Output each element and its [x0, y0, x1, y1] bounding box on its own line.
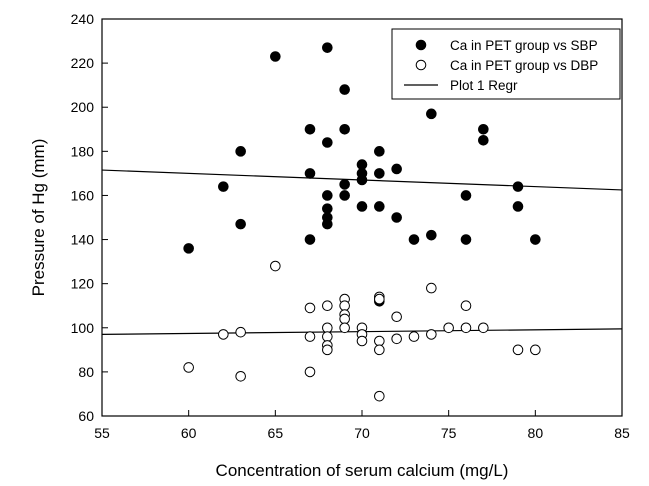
x-axis-title: Concentration of serum calcium (mg/L): [216, 461, 509, 480]
dbp-point: [460, 300, 472, 312]
dbp-point: [478, 322, 489, 334]
y-tick-label: 140: [71, 232, 95, 248]
sbp-point: [304, 168, 316, 179]
dbp-point: [322, 300, 333, 312]
dbp-point: [304, 302, 316, 314]
sbp-point: [339, 123, 350, 135]
x-tick-label: 55: [94, 425, 110, 441]
dbp-point: [391, 311, 402, 323]
dbp-point: [374, 390, 385, 402]
legend-entry-label: Plot 1 Regr: [450, 78, 518, 93]
y-tick-label: 240: [71, 11, 95, 27]
dbp-point: [356, 335, 368, 347]
dbp-point: [391, 333, 402, 345]
dbp-point: [339, 313, 350, 325]
dbp-point: [512, 344, 524, 356]
sbp-point: [183, 243, 194, 254]
y-tick-label: 60: [78, 408, 94, 424]
sbp-point: [322, 190, 333, 201]
sbp-point: [391, 212, 402, 223]
sbp-point: [322, 137, 333, 148]
y-tick-label: 160: [71, 187, 95, 203]
dbp-point: [426, 282, 437, 294]
sbp-point: [374, 168, 385, 179]
dbp-point: [339, 300, 350, 312]
sbp-point: [460, 190, 472, 201]
legend-entry-label: Ca in PET group vs DBP: [450, 58, 598, 73]
sbp-point: [218, 181, 229, 192]
dbp-point: [339, 322, 350, 334]
sbp-point: [426, 229, 437, 241]
sbp-point: [374, 201, 385, 212]
dbp-point: [374, 344, 385, 356]
sbp-point: [304, 123, 316, 135]
sbp-point: [339, 190, 350, 201]
dbp-point: [304, 366, 316, 378]
dbp-point: [322, 322, 333, 334]
dbp-point: [443, 322, 454, 334]
x-tick-label: 70: [354, 425, 370, 441]
axis-ticks: 55 60 65 70 75 80 8560801001201401601802002202…: [71, 11, 630, 441]
sbp-point: [356, 201, 368, 212]
x-tick-label: 65: [268, 425, 284, 441]
dbp-point: [235, 371, 246, 382]
dbp-point: [460, 322, 472, 334]
dbp-point: [322, 344, 333, 356]
dbp-point: [270, 260, 281, 272]
dbp-point: [374, 335, 385, 347]
dbp-point: [530, 344, 541, 356]
x-tick-label: 80: [528, 425, 544, 441]
dbp-point: [374, 293, 385, 305]
legend-filled-marker: [415, 39, 427, 51]
sbp-point: [478, 135, 489, 146]
sbp-point: [408, 234, 420, 245]
regression-lines: [101, 169, 623, 335]
dbp-point: [322, 331, 333, 342]
y-axis-title: Pressure of Hg (mm): [29, 139, 48, 297]
y-tick-label: 80: [78, 364, 94, 380]
sbp-point: [426, 108, 437, 120]
dbp-point: [408, 331, 420, 342]
data-points: [183, 42, 541, 402]
sbp-point: [512, 201, 524, 212]
legend: Ca in PET group vs SBP Ca in PET group vs…: [391, 28, 621, 100]
y-tick-label: 220: [71, 55, 95, 71]
sbp-point: [235, 218, 246, 230]
sbp-point: [512, 181, 524, 192]
dbp-point: [218, 329, 229, 340]
y-tick-label: 180: [71, 143, 95, 159]
x-tick-label: 85: [614, 425, 630, 441]
sbp-point: [356, 174, 368, 186]
sbp-point: [270, 51, 281, 62]
sbp-point: [391, 163, 402, 175]
sbp-point: [322, 42, 333, 53]
sbp-point: [460, 234, 472, 245]
sbp-point: [304, 234, 316, 245]
x-tick-label: 60: [181, 425, 197, 441]
sbp-point: [322, 203, 333, 214]
sbp-point: [322, 218, 333, 230]
sbp-point: [478, 123, 489, 135]
sbp-point: [235, 146, 246, 157]
dbp-point: [235, 326, 246, 338]
legend-box: [391, 28, 621, 100]
sbp-point: [356, 159, 368, 170]
legend-open-marker: [415, 59, 427, 71]
legend-entry-label: Ca in PET group vs SBP: [450, 38, 598, 53]
dbp-point: [426, 329, 437, 340]
sbp-point: [374, 146, 385, 157]
sbp-point: [339, 179, 350, 190]
dbp-point: [304, 331, 316, 342]
y-tick-label: 120: [71, 276, 95, 292]
x-tick-label: 75: [441, 425, 457, 441]
y-tick-label: 100: [71, 320, 95, 336]
dbp-point: [183, 362, 194, 373]
y-tick-label: 200: [71, 99, 95, 115]
sbp-point: [339, 84, 350, 95]
sbp-point: [530, 234, 541, 245]
